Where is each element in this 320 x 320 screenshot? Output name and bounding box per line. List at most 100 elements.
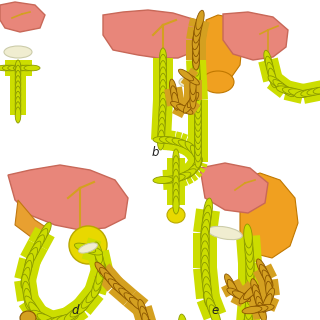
Polygon shape xyxy=(235,297,262,320)
Ellipse shape xyxy=(29,302,43,320)
Polygon shape xyxy=(183,163,198,182)
Polygon shape xyxy=(87,250,113,272)
Polygon shape xyxy=(167,158,185,185)
Ellipse shape xyxy=(243,317,252,320)
Ellipse shape xyxy=(15,60,21,76)
Ellipse shape xyxy=(95,249,104,270)
Ellipse shape xyxy=(267,62,275,82)
Ellipse shape xyxy=(187,92,199,108)
Polygon shape xyxy=(251,298,267,320)
Ellipse shape xyxy=(179,77,197,87)
Ellipse shape xyxy=(264,50,272,70)
Ellipse shape xyxy=(194,150,201,170)
Ellipse shape xyxy=(244,303,253,320)
Ellipse shape xyxy=(246,274,254,298)
Ellipse shape xyxy=(124,293,140,307)
Ellipse shape xyxy=(86,285,101,303)
Ellipse shape xyxy=(158,117,165,137)
Polygon shape xyxy=(200,15,243,85)
Polygon shape xyxy=(28,227,55,250)
Ellipse shape xyxy=(138,300,147,319)
Ellipse shape xyxy=(94,270,104,291)
Ellipse shape xyxy=(23,281,31,303)
Ellipse shape xyxy=(173,156,179,174)
Ellipse shape xyxy=(193,56,200,76)
Ellipse shape xyxy=(15,65,21,81)
Ellipse shape xyxy=(203,205,212,229)
Ellipse shape xyxy=(3,65,19,71)
Ellipse shape xyxy=(75,243,96,253)
Ellipse shape xyxy=(158,111,165,131)
Ellipse shape xyxy=(190,77,196,95)
Ellipse shape xyxy=(15,97,21,113)
Ellipse shape xyxy=(144,319,152,320)
Ellipse shape xyxy=(77,296,92,314)
Ellipse shape xyxy=(25,296,38,315)
Ellipse shape xyxy=(81,291,97,308)
Polygon shape xyxy=(15,200,50,240)
Polygon shape xyxy=(197,294,226,320)
Polygon shape xyxy=(253,264,277,284)
Ellipse shape xyxy=(301,89,320,96)
Polygon shape xyxy=(124,290,148,316)
Ellipse shape xyxy=(0,65,13,71)
Ellipse shape xyxy=(192,30,200,50)
Polygon shape xyxy=(200,163,268,213)
Ellipse shape xyxy=(195,105,202,125)
Ellipse shape xyxy=(185,141,200,157)
Ellipse shape xyxy=(258,302,266,320)
Ellipse shape xyxy=(195,93,202,113)
Ellipse shape xyxy=(69,226,107,264)
Ellipse shape xyxy=(246,260,254,284)
Ellipse shape xyxy=(194,17,203,36)
Ellipse shape xyxy=(92,277,101,298)
Polygon shape xyxy=(180,135,193,155)
Ellipse shape xyxy=(264,288,275,307)
Ellipse shape xyxy=(108,279,124,293)
Ellipse shape xyxy=(254,291,263,310)
Ellipse shape xyxy=(201,248,209,272)
Polygon shape xyxy=(33,305,57,320)
Ellipse shape xyxy=(159,176,179,183)
Ellipse shape xyxy=(43,317,64,320)
Ellipse shape xyxy=(244,310,252,320)
Ellipse shape xyxy=(50,315,71,320)
Ellipse shape xyxy=(15,81,21,97)
Ellipse shape xyxy=(21,267,30,289)
Polygon shape xyxy=(0,2,45,32)
Polygon shape xyxy=(74,285,104,315)
Ellipse shape xyxy=(245,295,253,319)
Ellipse shape xyxy=(254,304,274,312)
Ellipse shape xyxy=(190,84,196,102)
Polygon shape xyxy=(187,147,205,160)
Ellipse shape xyxy=(232,291,251,302)
Polygon shape xyxy=(186,26,208,42)
Ellipse shape xyxy=(203,277,212,300)
Ellipse shape xyxy=(104,273,118,289)
Ellipse shape xyxy=(225,274,236,292)
Polygon shape xyxy=(82,237,101,262)
Ellipse shape xyxy=(36,228,48,248)
Ellipse shape xyxy=(262,270,273,288)
Ellipse shape xyxy=(244,231,253,255)
Ellipse shape xyxy=(204,291,216,314)
Ellipse shape xyxy=(195,148,202,168)
Ellipse shape xyxy=(295,90,314,98)
Polygon shape xyxy=(238,281,262,305)
Ellipse shape xyxy=(159,86,166,106)
Ellipse shape xyxy=(265,275,272,295)
Ellipse shape xyxy=(170,79,176,97)
Ellipse shape xyxy=(193,50,199,70)
Ellipse shape xyxy=(100,268,114,283)
Ellipse shape xyxy=(19,65,35,71)
Ellipse shape xyxy=(195,111,202,131)
Ellipse shape xyxy=(195,117,202,137)
Ellipse shape xyxy=(201,220,210,243)
Ellipse shape xyxy=(201,227,209,251)
Ellipse shape xyxy=(227,279,238,298)
Polygon shape xyxy=(185,142,202,159)
Ellipse shape xyxy=(289,89,308,97)
Ellipse shape xyxy=(159,92,166,112)
Ellipse shape xyxy=(245,288,254,312)
Ellipse shape xyxy=(276,86,296,94)
